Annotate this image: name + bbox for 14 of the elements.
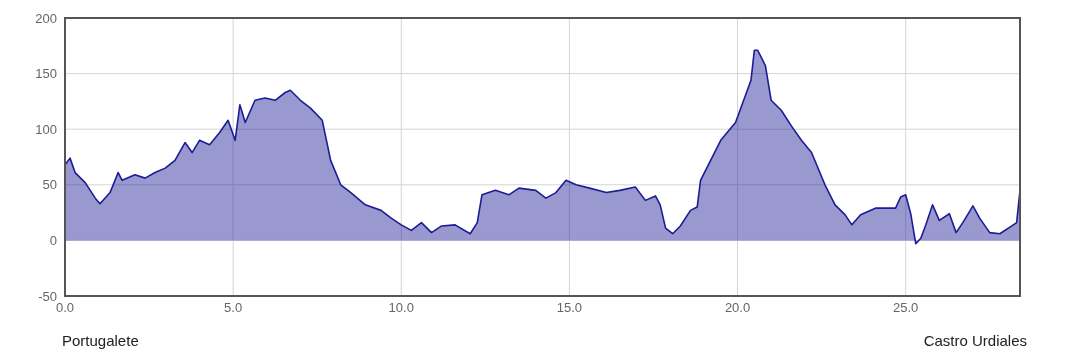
y-tick-label: 0 — [49, 232, 57, 248]
x-tick-label: 5.0 — [224, 300, 243, 315]
y-tick-label: 200 — [35, 10, 57, 26]
text: Portugalete — [62, 332, 139, 349]
text: Castro Urdiales — [923, 332, 1027, 349]
y-tick-label: 50 — [42, 177, 57, 193]
x-tick-label: 0.0 — [55, 300, 75, 315]
x-tick-label: 15.0 — [556, 300, 583, 315]
x-tick-label: 25.0 — [893, 300, 919, 315]
y-tick-label: 100 — [35, 121, 57, 137]
y-tick-label: 150 — [35, 66, 57, 82]
x-tick-label: 20.0 — [724, 300, 751, 315]
y-tick-label: -50 — [38, 288, 57, 304]
x-tick-label: 10.0 — [388, 300, 414, 315]
